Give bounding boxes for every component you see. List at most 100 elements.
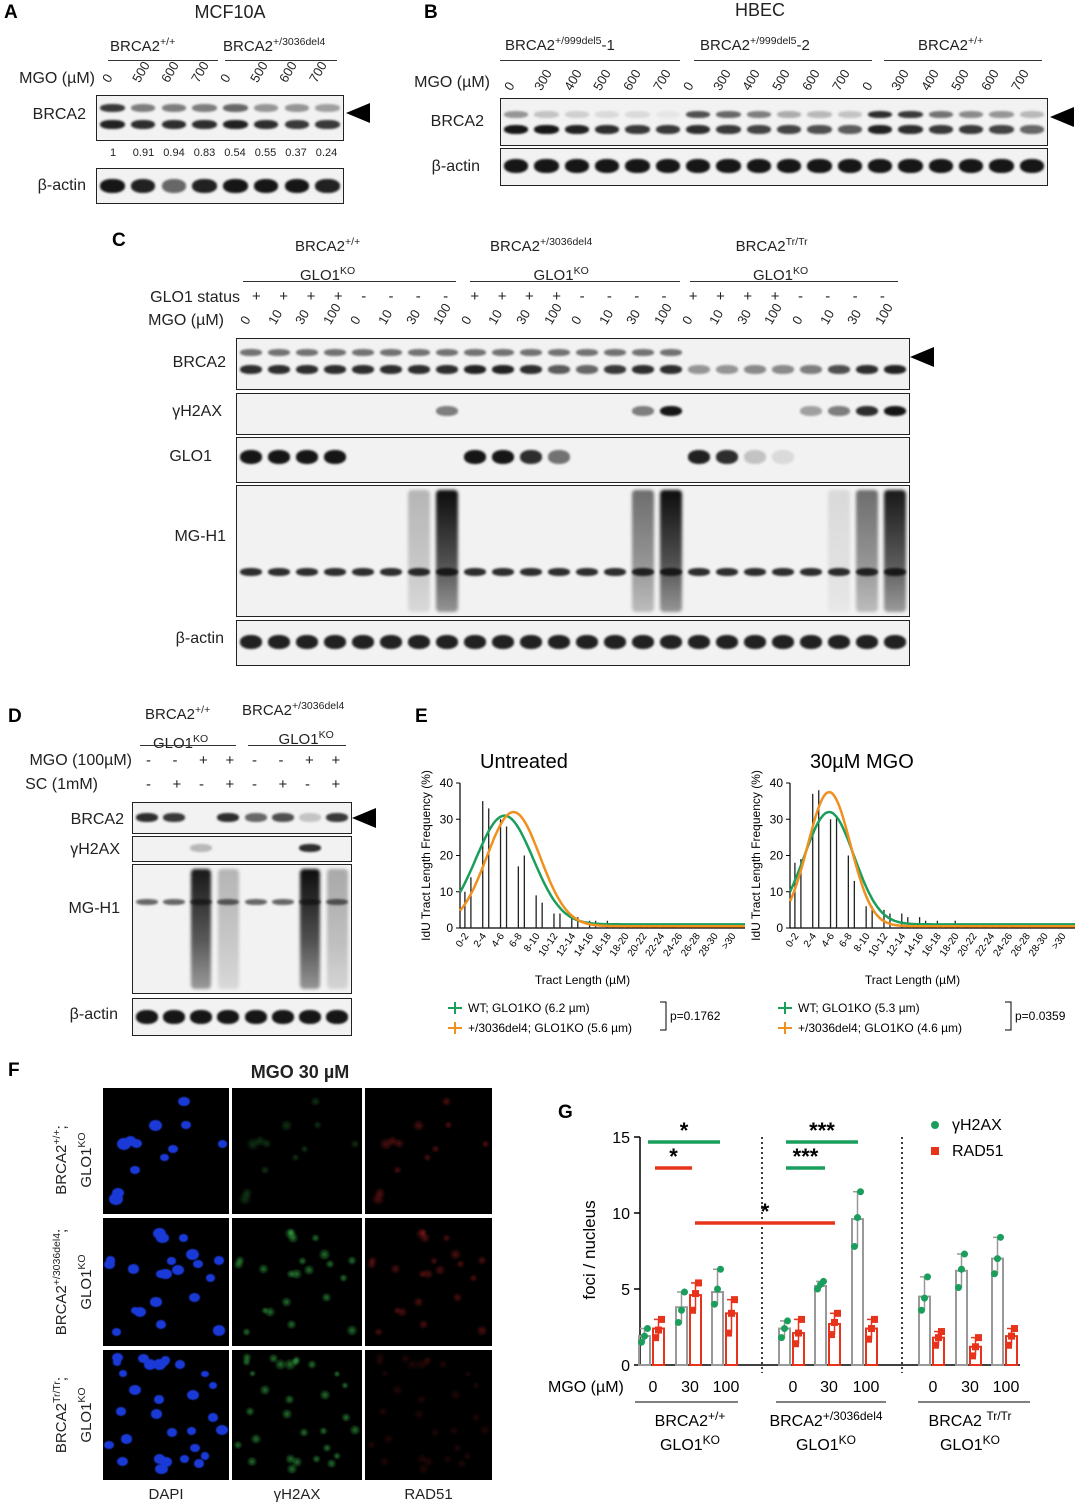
y-axis-label: IdU Tract Length Frequency (%) <box>749 770 763 941</box>
nucleus <box>108 1192 123 1206</box>
nucleus <box>280 1297 293 1308</box>
blot-band <box>898 159 923 173</box>
nucleus <box>412 1408 425 1419</box>
blot-band <box>659 349 683 356</box>
nucleus <box>478 1424 491 1436</box>
nucleus <box>171 1264 184 1275</box>
significance-star: * <box>680 1118 689 1143</box>
gh2ax-point <box>921 1294 928 1302</box>
sc-sign: + <box>172 776 182 793</box>
blot-band <box>267 450 291 464</box>
rad51-point <box>728 1309 735 1317</box>
significance-star: * <box>761 1199 770 1224</box>
nucleus <box>374 1188 386 1199</box>
nucleus <box>298 1257 307 1265</box>
panel-d-blot-actin <box>132 998 352 1036</box>
blot-band <box>883 635 907 649</box>
blot-band <box>655 159 680 173</box>
panel-c-mgo-label: MGO (µM) <box>148 312 224 329</box>
y-tick-label: 0 <box>446 921 453 935</box>
blot-band <box>192 120 217 129</box>
blot-band <box>883 365 907 374</box>
x-tick-label: >30 <box>1050 931 1069 952</box>
nucleus <box>471 1382 480 1389</box>
blot-band <box>827 365 851 374</box>
lane-label: 0 <box>457 313 475 327</box>
blot-band <box>777 159 802 173</box>
blot-band <box>743 365 767 374</box>
lane-label: 30 <box>513 306 534 327</box>
blot-band <box>716 125 741 134</box>
sc-sign: + <box>331 776 341 793</box>
nucleus <box>348 1424 361 1436</box>
nucleus <box>480 1139 491 1149</box>
nucleus <box>259 1384 272 1396</box>
nucleus <box>475 1325 489 1336</box>
mgo-sign: - <box>172 752 178 769</box>
group-label-ko: GLO1KO <box>940 1433 1000 1454</box>
blot-band <box>837 125 862 134</box>
blot-band <box>928 125 953 134</box>
nucleus <box>386 1135 399 1146</box>
mgo-sign: - <box>278 752 284 769</box>
glo1-status-sign: - <box>661 288 667 305</box>
panel-a-group-1: BRCA2+/+ <box>110 36 176 55</box>
y-tick-label: 10 <box>612 1206 630 1223</box>
nucleus <box>417 1320 429 1330</box>
glo1-status-sign: + <box>688 288 698 305</box>
blot-band <box>595 159 620 173</box>
gh2ax-point <box>778 1334 785 1342</box>
panel-b-mgo-label: MGO (µM) <box>414 74 490 91</box>
blot-band <box>837 159 862 173</box>
blot-band <box>267 365 291 374</box>
lane-label: 100 <box>651 300 675 327</box>
lane-label: 30 <box>844 306 865 327</box>
panel-b-row-brca2: BRCA2 <box>430 113 484 130</box>
nucleus <box>291 1457 303 1468</box>
blot-band <box>130 179 156 193</box>
micrograph-tile <box>232 1218 362 1346</box>
y-tick-label: 5 <box>621 1282 630 1299</box>
nucleus <box>400 1353 412 1363</box>
gh2ax-point <box>641 1332 648 1340</box>
nucleus <box>280 1120 294 1132</box>
blot-smear <box>632 490 654 612</box>
blot-band <box>687 365 711 374</box>
panel-a-underline-1 <box>108 60 218 61</box>
lane-label: 30 <box>292 306 313 327</box>
glo1-status-sign: - <box>852 288 858 305</box>
blot-band <box>631 406 655 416</box>
blot-band <box>379 365 403 374</box>
lane-label: 500 <box>128 58 153 85</box>
mgo-sign: + <box>305 752 314 769</box>
blot-band <box>299 813 322 822</box>
nucleus <box>365 1260 377 1270</box>
panel-c-underline-1 <box>243 281 456 282</box>
x-tick-label: 100 <box>853 1379 880 1396</box>
panel-f-col-rad51: RAD51 <box>404 1486 453 1503</box>
blot-band <box>463 349 487 356</box>
blot-band <box>223 179 248 193</box>
rad51-point <box>1011 1325 1018 1333</box>
blot-band <box>519 450 543 464</box>
nucleus <box>470 1413 481 1422</box>
rad51-point <box>975 1334 982 1342</box>
nucleus <box>159 1268 172 1280</box>
lane-label: 0 <box>679 79 697 93</box>
x-tick-label: 30 <box>820 1379 838 1396</box>
blot-band <box>746 125 771 134</box>
blot-band <box>959 125 984 134</box>
blot-band <box>435 349 459 356</box>
nucleus <box>340 1413 351 1422</box>
rad51-point <box>831 1318 838 1326</box>
blot-band <box>547 365 571 374</box>
rad51-point <box>868 1325 875 1333</box>
nucleus <box>374 1328 384 1336</box>
nucleus <box>463 1452 472 1460</box>
nucleus <box>381 1370 389 1377</box>
blot-band <box>659 406 683 416</box>
blot-band <box>435 365 459 374</box>
nucleus <box>430 1428 440 1437</box>
panel-d-underline-1 <box>140 745 236 746</box>
nucleus <box>189 1293 200 1303</box>
